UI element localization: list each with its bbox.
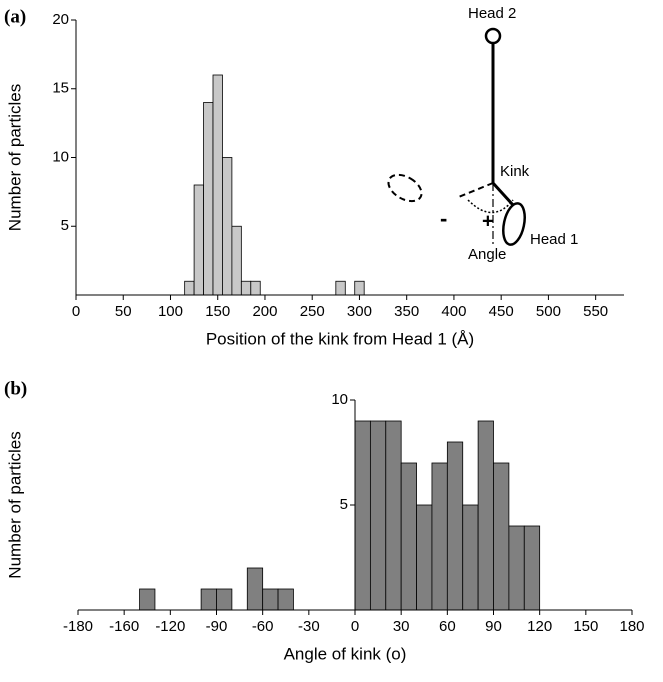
x-tick-label: 0 [72,303,80,320]
bar [231,225,242,296]
x-tick-label: 550 [583,303,608,320]
bar [416,504,433,611]
x-tick-label: 250 [300,303,325,320]
bar [354,280,365,296]
bar [354,420,371,611]
x-tick-label: 200 [252,303,277,320]
y-tick-label: 10 [52,148,69,165]
y-axis-label: Number of particles [5,431,24,578]
annotation: - [440,206,447,231]
y-tick-label: 5 [61,217,69,234]
bar [240,280,252,296]
x-tick-label: 400 [441,303,466,320]
x-tick-label: 450 [489,303,514,320]
bar [277,588,294,611]
x-tick-label: -180 [63,618,93,635]
annotation: Head 2 [468,5,516,22]
x-tick-label: -60 [252,618,274,635]
x-tick-label: -30 [298,618,320,635]
panel-label: (a) [4,6,26,27]
bar [462,504,479,611]
bar [262,588,279,611]
x-tick-label: -160 [109,618,139,635]
bar [139,588,156,611]
annotation: Head 1 [530,231,578,248]
x-tick-label: 30 [393,618,410,635]
x-tick-label: 90 [485,618,502,635]
x-tick-label: 300 [347,303,372,320]
bar [184,280,195,296]
y-tick-label: 10 [331,391,348,408]
bar [246,567,264,611]
x-axis-label: Position of the kink from Head 1 (Å) [206,329,474,348]
bar [477,420,494,611]
annotation: Angle [468,246,506,263]
bar [216,588,233,611]
x-tick-label: 60 [439,618,456,635]
bar [400,462,417,611]
bar [385,420,402,611]
bar [250,280,261,296]
y-tick-label: 15 [52,80,69,97]
panel-label: (b) [4,378,27,399]
x-tick-label: 0 [351,618,359,635]
x-tick-label: 50 [115,303,132,320]
x-tick-label: -120 [155,618,185,635]
x-tick-label: 150 [573,618,598,635]
bar [369,420,387,611]
x-tick-label: 180 [619,618,644,635]
annotation: + [482,210,494,232]
bar [508,525,525,611]
y-tick-label: 20 [52,11,69,28]
bar [193,184,204,296]
bar [446,441,464,611]
x-axis-label: Angle of kink (o) [284,644,407,663]
bar [200,588,217,611]
x-tick-label: 150 [205,303,230,320]
kink-diagram [387,27,526,246]
x-tick-label: -90 [206,618,228,635]
bar [523,525,541,611]
x-tick-label: 120 [527,618,552,635]
x-tick-label: 350 [394,303,419,320]
annotation: Kink [500,163,530,180]
y-tick-label: 5 [340,496,348,513]
bar [335,280,346,296]
bar [493,462,510,611]
bar [222,157,233,296]
y-axis-label: Number of particles [5,84,24,231]
bar [212,74,223,296]
bar [431,462,448,611]
bar [203,102,214,296]
x-tick-label: 500 [536,303,561,320]
x-tick-label: 100 [158,303,183,320]
